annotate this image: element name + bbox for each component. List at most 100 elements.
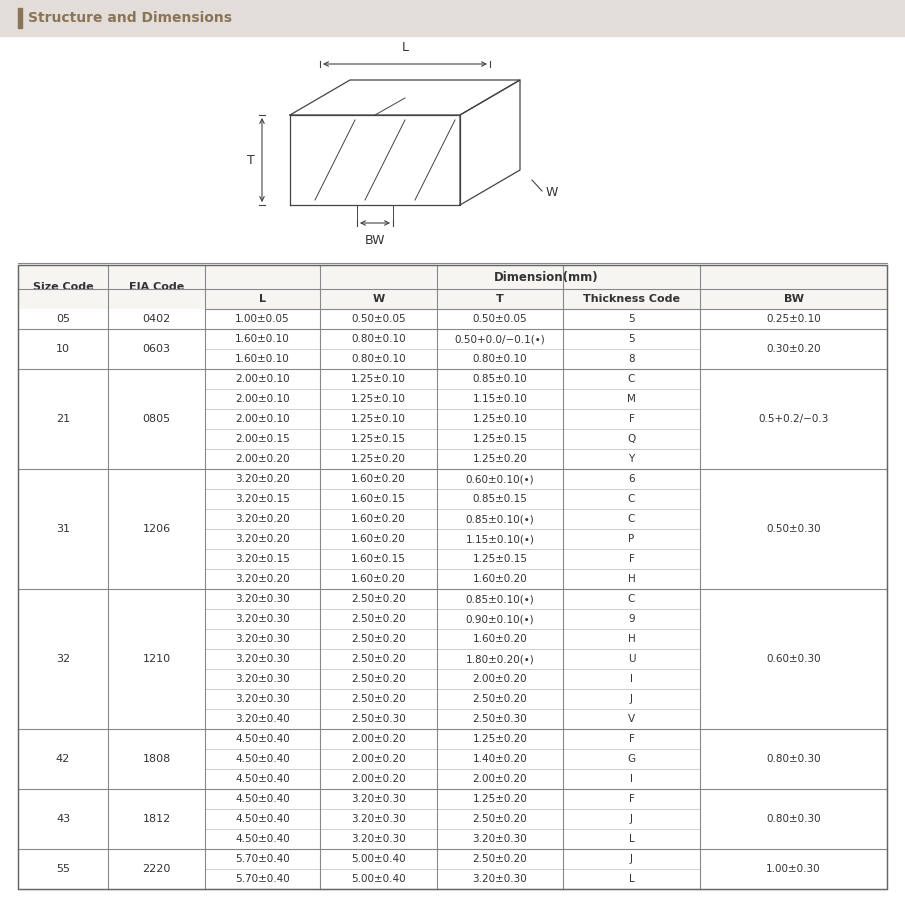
Bar [18, 8, 22, 28]
Text: EIA Code: EIA Code [129, 282, 184, 292]
Text: M: M [627, 394, 636, 404]
Text: 1.25±0.15: 1.25±0.15 [351, 434, 406, 444]
Text: 55: 55 [56, 864, 70, 874]
Text: V: V [628, 714, 635, 724]
Text: 0.50+0.0/−0.1(•): 0.50+0.0/−0.1(•) [454, 334, 546, 344]
Text: Dimension(mm): Dimension(mm) [494, 271, 598, 283]
Text: 0.5+0.2/−0.3: 0.5+0.2/−0.3 [758, 414, 829, 424]
Text: 0.85±0.10(•): 0.85±0.10(•) [466, 514, 534, 524]
Bar [18, 265, 887, 309]
Text: 0.50±0.05: 0.50±0.05 [472, 314, 528, 324]
Text: 5.70±0.40: 5.70±0.40 [235, 874, 290, 884]
Text: 2.00±0.10: 2.00±0.10 [235, 374, 290, 384]
Text: 43: 43 [56, 814, 70, 824]
Text: L: L [402, 41, 408, 54]
Bar [108, 789, 205, 849]
Text: C: C [628, 374, 635, 384]
Text: 5: 5 [628, 314, 634, 324]
Text: 1.60±0.20: 1.60±0.20 [351, 514, 405, 524]
Text: J: J [630, 694, 633, 704]
Text: 1.00±0.05: 1.00±0.05 [235, 314, 290, 324]
Text: L: L [629, 874, 634, 884]
Text: 3.20±0.30: 3.20±0.30 [351, 834, 405, 844]
Text: 1.80±0.20(•): 1.80±0.20(•) [466, 654, 534, 664]
Bar [108, 369, 205, 469]
Text: 1.40±0.20: 1.40±0.20 [472, 754, 528, 764]
Text: H: H [628, 574, 635, 584]
Text: 42: 42 [56, 754, 70, 764]
Text: 2.00±0.20: 2.00±0.20 [235, 454, 290, 464]
Text: J: J [630, 854, 633, 864]
Text: 2.50±0.30: 2.50±0.30 [351, 714, 405, 724]
Bar [0, 0, 905, 36]
Bar [108, 589, 205, 729]
Bar [108, 849, 205, 889]
Bar [700, 789, 887, 849]
Text: 31: 31 [56, 524, 70, 534]
Text: 4.50±0.40: 4.50±0.40 [235, 774, 290, 784]
Text: 2.50±0.20: 2.50±0.20 [351, 634, 405, 644]
Text: P: P [628, 534, 634, 544]
Text: 1.25±0.10: 1.25±0.10 [351, 374, 406, 384]
Text: 2.50±0.20: 2.50±0.20 [351, 674, 405, 684]
Text: 1812: 1812 [142, 814, 171, 824]
Text: 0.85±0.10(•): 0.85±0.10(•) [466, 594, 534, 604]
Text: 2.00±0.20: 2.00±0.20 [351, 754, 405, 764]
Text: 3.20±0.40: 3.20±0.40 [235, 714, 290, 724]
Bar [700, 589, 887, 729]
Text: 1.60±0.15: 1.60±0.15 [351, 554, 406, 564]
Text: 8: 8 [628, 354, 634, 364]
Text: 1.60±0.15: 1.60±0.15 [351, 494, 406, 504]
Text: 1.60±0.10: 1.60±0.10 [235, 354, 290, 364]
Bar [18, 849, 108, 889]
Bar [18, 329, 108, 369]
Bar [18, 369, 108, 469]
Text: 0.50±0.30: 0.50±0.30 [767, 524, 821, 534]
Text: 1.25±0.15: 1.25±0.15 [472, 554, 528, 564]
Text: Y: Y [628, 454, 634, 464]
Text: Size Code: Size Code [33, 282, 93, 292]
Text: 0.85±0.10: 0.85±0.10 [472, 374, 528, 384]
Text: BW: BW [365, 234, 386, 247]
Text: 3.20±0.30: 3.20±0.30 [235, 614, 290, 624]
Text: L: L [259, 294, 266, 304]
Bar [700, 849, 887, 889]
Text: 2.00±0.20: 2.00±0.20 [351, 734, 405, 744]
Text: F: F [629, 794, 634, 804]
Text: 2.00±0.20: 2.00±0.20 [351, 774, 405, 784]
Text: 5: 5 [628, 334, 634, 344]
Text: 0.30±0.20: 0.30±0.20 [767, 344, 821, 354]
Text: 1.25±0.20: 1.25±0.20 [472, 794, 528, 804]
Text: 2.00±0.15: 2.00±0.15 [235, 434, 290, 444]
Text: 2.00±0.10: 2.00±0.10 [235, 414, 290, 424]
Text: 2.00±0.20: 2.00±0.20 [472, 674, 528, 684]
Text: 10: 10 [56, 344, 70, 354]
Bar [18, 309, 108, 329]
Text: Q: Q [627, 434, 635, 444]
Text: 0805: 0805 [142, 414, 170, 424]
Bar [18, 729, 108, 789]
Text: 1.25±0.20: 1.25±0.20 [472, 734, 528, 744]
Text: 2.50±0.20: 2.50±0.20 [351, 614, 405, 624]
Bar [108, 469, 205, 589]
Text: 3.20±0.30: 3.20±0.30 [235, 674, 290, 684]
Text: 1.25±0.20: 1.25±0.20 [472, 454, 528, 464]
Text: 0402: 0402 [142, 314, 171, 324]
Text: 1.60±0.20: 1.60±0.20 [472, 574, 528, 584]
Text: 1.25±0.10: 1.25±0.10 [351, 394, 406, 404]
Text: 21: 21 [56, 414, 70, 424]
Text: 1.60±0.20: 1.60±0.20 [472, 634, 528, 644]
Text: 2.50±0.20: 2.50±0.20 [351, 694, 405, 704]
Text: 1.25±0.15: 1.25±0.15 [472, 434, 528, 444]
Text: 1.60±0.20: 1.60±0.20 [351, 474, 405, 484]
Text: 3.20±0.20: 3.20±0.20 [235, 474, 290, 484]
Text: I: I [630, 674, 633, 684]
Text: Structure and Dimensions: Structure and Dimensions [28, 11, 232, 25]
Text: 4.50±0.40: 4.50±0.40 [235, 814, 290, 824]
Text: 4.50±0.40: 4.50±0.40 [235, 734, 290, 744]
Text: 3.20±0.30: 3.20±0.30 [472, 834, 528, 844]
Text: G: G [627, 754, 635, 764]
Text: 5.00±0.40: 5.00±0.40 [351, 854, 405, 864]
Text: 4.50±0.40: 4.50±0.40 [235, 794, 290, 804]
Text: 0.80±0.10: 0.80±0.10 [472, 354, 528, 364]
